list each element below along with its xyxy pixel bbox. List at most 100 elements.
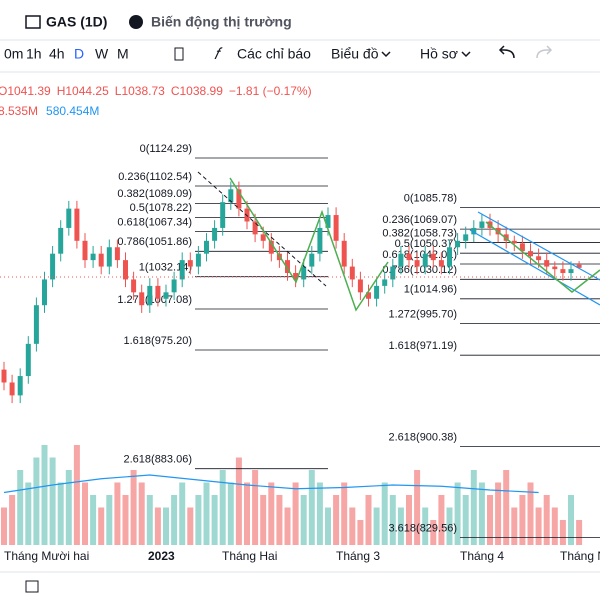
candle-body: [285, 260, 290, 274]
volume-bar: [17, 470, 24, 545]
fib-label: 0.236(1102.54): [118, 171, 192, 183]
x-axis-label: Tháng N: [560, 549, 600, 563]
volume-bar: [122, 495, 129, 545]
interval-button[interactable]: W: [95, 46, 109, 62]
volume-bar: [106, 495, 113, 545]
volume-bar: [438, 495, 445, 545]
dropdown-icon[interactable]: [461, 51, 471, 58]
volume-bar: [389, 495, 396, 545]
volume-bar: [470, 470, 477, 545]
candle-body: [293, 273, 299, 280]
candle-body: [309, 253, 315, 267]
volume-bar: [357, 520, 364, 545]
volume-bar: [349, 507, 356, 545]
indicators-button[interactable]: Các chỉ báo: [237, 46, 311, 62]
fib-label: 1(1032.14): [139, 262, 192, 274]
volume-bar: [195, 495, 202, 545]
candle-body: [220, 202, 226, 228]
calendar-icon[interactable]: [25, 580, 39, 593]
volume-bar: [576, 520, 583, 545]
volume-bar: [478, 482, 485, 545]
volume-bar: [154, 507, 161, 545]
chart-button[interactable]: Biểu đồ: [331, 46, 379, 62]
volume-bar: [41, 445, 48, 545]
volume-bar: [430, 520, 437, 545]
profile-button[interactable]: Hồ sơ: [420, 46, 458, 62]
candle-body: [552, 266, 558, 270]
fib-label: 1.272(995.70): [389, 309, 458, 321]
volume-bar: [90, 495, 97, 545]
candle-body: [155, 285, 161, 299]
fib-label: 0.618(1067.34): [117, 216, 192, 228]
candle-body: [147, 285, 153, 306]
volume-bar: [252, 470, 259, 545]
chart-icon[interactable]: [25, 15, 41, 29]
candle-body: [390, 266, 396, 280]
volume-ma: [3, 474, 539, 494]
candle-body: [511, 240, 517, 244]
fib-label: 2.618(900.38): [389, 431, 458, 443]
fx-icon[interactable]: 𝑓: [214, 46, 223, 63]
candle-body: [398, 253, 404, 267]
wave-line: [229, 177, 389, 312]
interval-button[interactable]: 0m: [4, 46, 23, 62]
volume-bar: [284, 507, 291, 545]
volume-bar: [1, 507, 7, 545]
volume-bar: [227, 482, 234, 545]
volume-bar: [495, 482, 502, 545]
candle-body: [268, 240, 274, 254]
candle-body: [9, 382, 15, 396]
candle-body: [374, 285, 380, 299]
interval-button[interactable]: 1h: [26, 46, 42, 62]
volume-bar: [325, 507, 331, 545]
volume-bar: [219, 470, 226, 545]
candle-body: [42, 279, 47, 306]
candle-body: [357, 279, 363, 293]
redo-icon[interactable]: [536, 45, 553, 59]
candle-body: [325, 215, 331, 228]
volume-bar: [341, 482, 348, 545]
x-axis-label: Tháng 3: [336, 549, 380, 563]
volume-bar: [73, 445, 80, 545]
volume-bar: [551, 507, 558, 545]
fib-label: 3.618(829.56): [389, 523, 458, 535]
market-icon[interactable]: [129, 15, 143, 29]
fib-label: 0.5(1050.37): [395, 238, 457, 250]
candle-body: [536, 256, 542, 261]
volume-bar: [559, 520, 566, 545]
candle-body: [236, 189, 242, 209]
candle-body: [163, 292, 169, 299]
symbol[interactable]: GAS (1D): [46, 14, 107, 30]
candle-body: [50, 253, 56, 280]
volume-bar: [292, 482, 299, 545]
interval-button[interactable]: 4h: [49, 46, 65, 62]
volume-bar: [422, 507, 429, 545]
interval-button[interactable]: M: [117, 46, 129, 62]
candle-style-icon[interactable]: [174, 47, 184, 61]
volume-bar: [187, 507, 194, 545]
candle-body: [519, 243, 525, 252]
interval-button[interactable]: D: [74, 46, 84, 62]
volume-bar: [146, 495, 153, 545]
candle-body: [463, 234, 469, 241]
candle-body: [98, 253, 104, 267]
volume-bar: [235, 457, 242, 545]
dropdown-icon[interactable]: [381, 51, 391, 58]
candle-body: [447, 247, 452, 267]
undo-icon[interactable]: [498, 45, 515, 59]
candle-body: [317, 227, 323, 254]
volume-bar: [163, 507, 169, 545]
volume-bar: [98, 507, 105, 545]
fib-label: 0.786(1051.86): [117, 236, 192, 248]
candle-body: [123, 260, 128, 280]
candle-body: [33, 305, 39, 344]
fib-label: 1.618(975.20): [124, 335, 193, 347]
market-tab[interactable]: Biến động thị trường: [151, 14, 292, 30]
volume-bar: [49, 457, 56, 545]
candle-body: [568, 269, 574, 274]
x-axis-label: Tháng Hai: [222, 549, 277, 563]
candle-body: [25, 343, 31, 377]
volume-bar: [333, 495, 340, 545]
candle-body: [349, 266, 355, 280]
candle-body: [366, 292, 371, 299]
